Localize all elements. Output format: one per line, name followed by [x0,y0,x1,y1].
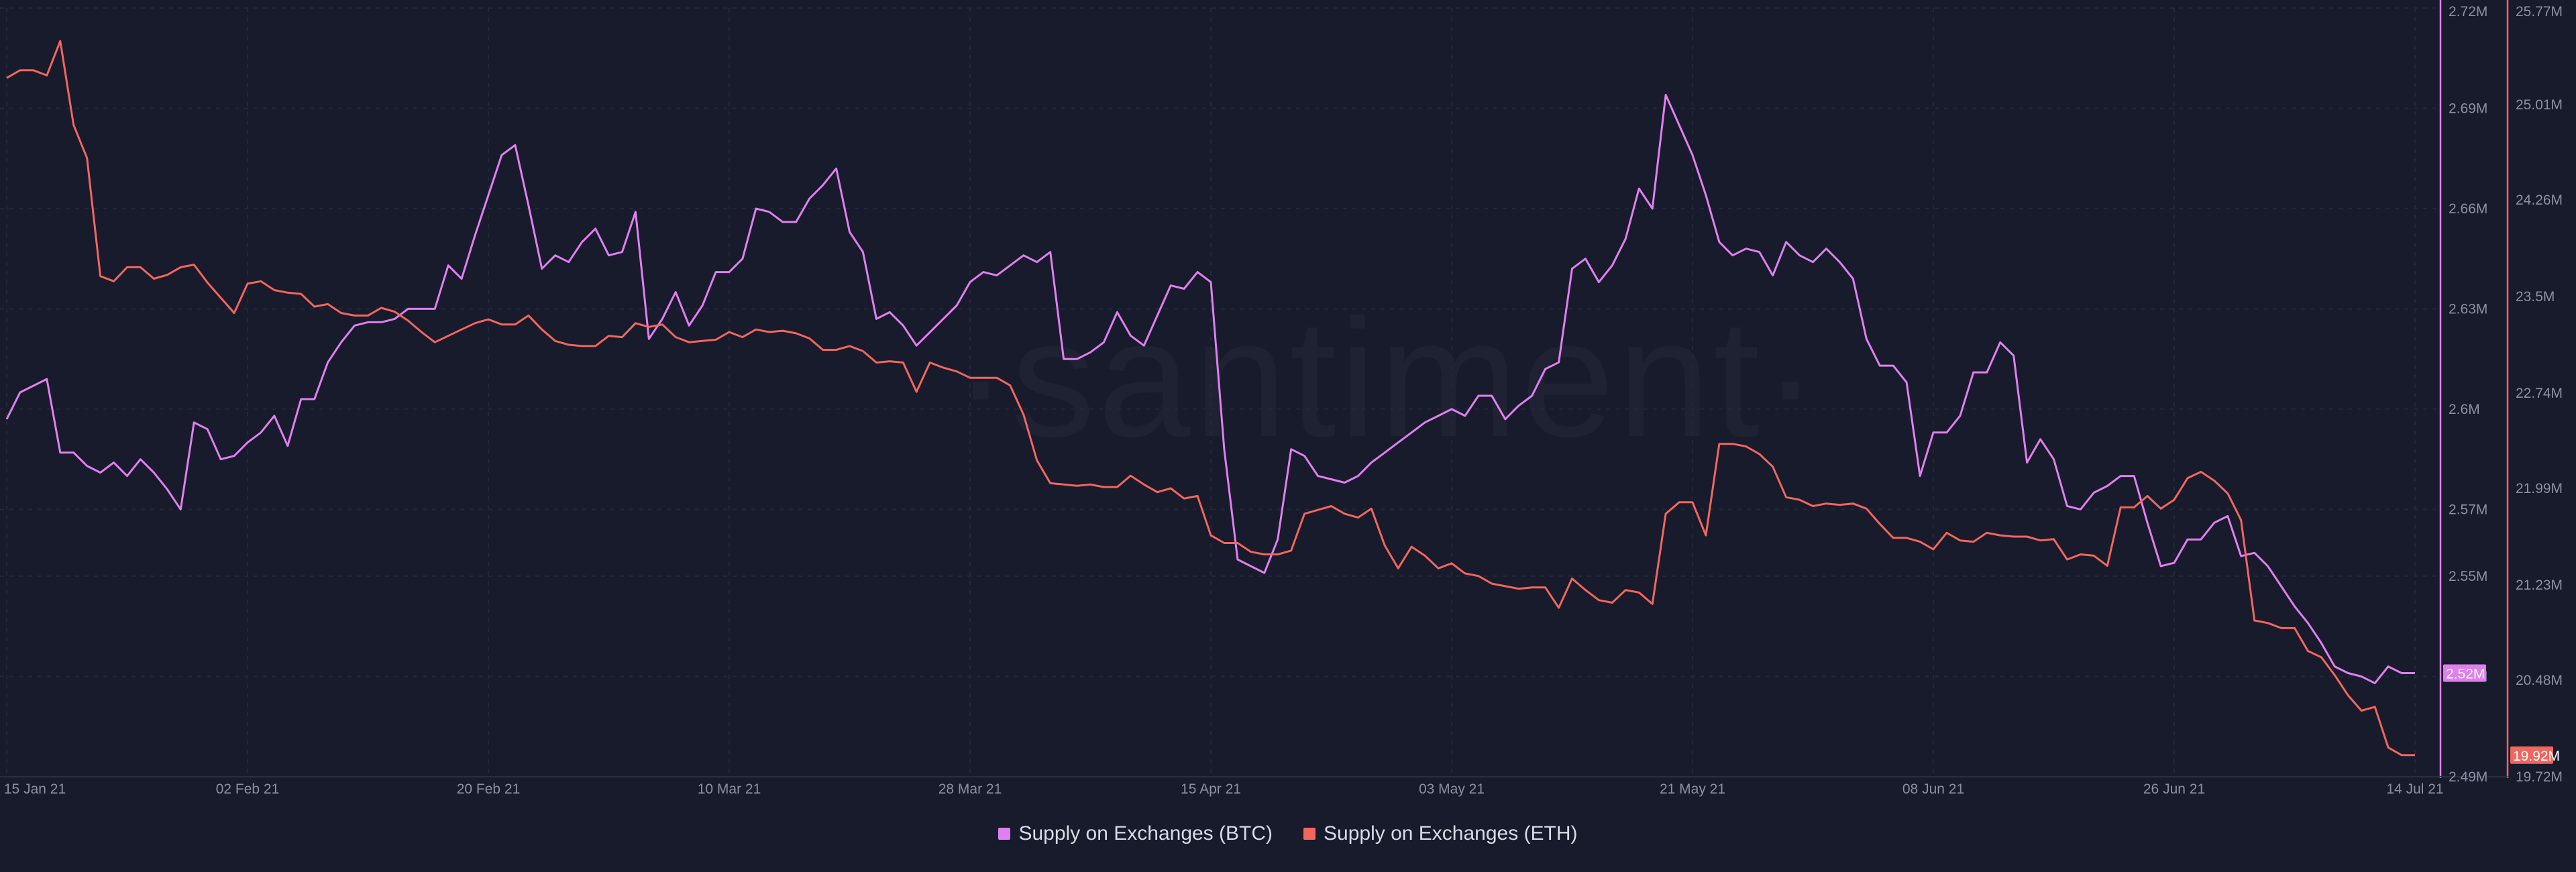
legend-swatch-btc [998,828,1011,840]
x-tick-label: 15 Apr 21 [1181,781,1241,797]
legend-item-eth[interactable]: Supply on Exchanges (ETH) [1303,822,1578,845]
axes: 15 Jan 21 02 Feb 21 20 Feb 21 10 Mar 21 28 M… [0,0,2563,797]
legend: Supply on Exchanges (BTC) Supply on Exch… [0,822,2576,845]
x-tick-label: 10 Mar 21 [698,781,761,797]
series-line-btc [5,94,2415,684]
last-value-badge-eth [2510,746,2553,764]
y-tick-eth-6: 21.23M [2516,578,2563,593]
legend-item-btc[interactable]: Supply on Exchanges (BTC) [998,822,1273,845]
line-chart: 15 Jan 21 02 Feb 21 20 Feb 21 10 Mar 21 28 M… [0,0,2563,797]
y-tick-eth-0: 25.77M [2516,4,2563,19]
y-tick-eth-4: 22.74M [2516,386,2563,401]
x-tick-label: 15 Jan 21 [4,781,66,797]
y-tick-btc-6: 2.55M [2449,569,2487,584]
x-tick-label: 08 Jun 21 [1902,781,1964,797]
y-tick-btc-3: 2.63M [2449,301,2487,317]
y-tick-btc-4: 2.6M [2449,402,2480,417]
legend-label-btc: Supply on Exchanges (BTC) [1018,822,1273,844]
last-value-label-btc: 2.52M [2446,667,2485,682]
y-tick-eth-8: 19.72M [2516,769,2563,785]
y-tick-btc-5: 2.57M [2449,502,2487,517]
y-tick-eth-5: 21.99M [2516,481,2563,496]
y-tick-eth-3: 23.5M [2516,289,2555,305]
y-tick-eth-1: 25.01M [2516,97,2563,113]
santiment-watermark: ·santiment· [953,284,1821,472]
x-tick-label: 21 May 21 [1660,781,1725,797]
legend-swatch-eth [1303,828,1316,840]
last-value-label-eth: 19.92M [2513,749,2560,764]
x-tick-label: 02 Feb 21 [216,781,280,797]
x-tick-label: 14 Jul 21 [2386,781,2443,797]
x-tick-label: 28 Mar 21 [938,781,1002,797]
y-tick-btc-8: 2.49M [2449,769,2487,785]
legend-label-eth: Supply on Exchanges (ETH) [1324,822,1578,844]
y-tick-eth-7: 20.48M [2516,673,2563,688]
x-tick-label: 03 May 21 [1419,781,1485,797]
y-tick-btc-1: 2.69M [2449,101,2487,116]
series-lines [5,40,2415,757]
y-tick-btc-2: 2.66M [2449,201,2487,217]
last-value-badges: 2.52M 19.92M [2443,664,2560,764]
y-tick-btc-0: 2.72M [2449,4,2487,19]
series-line-eth [6,40,2415,757]
y-tick-eth-2: 24.26M [2516,193,2563,208]
x-tick-label: 20 Feb 21 [457,781,521,797]
last-value-badge-btc [2443,664,2486,682]
x-tick-label: 26 Jun 21 [2143,781,2205,797]
